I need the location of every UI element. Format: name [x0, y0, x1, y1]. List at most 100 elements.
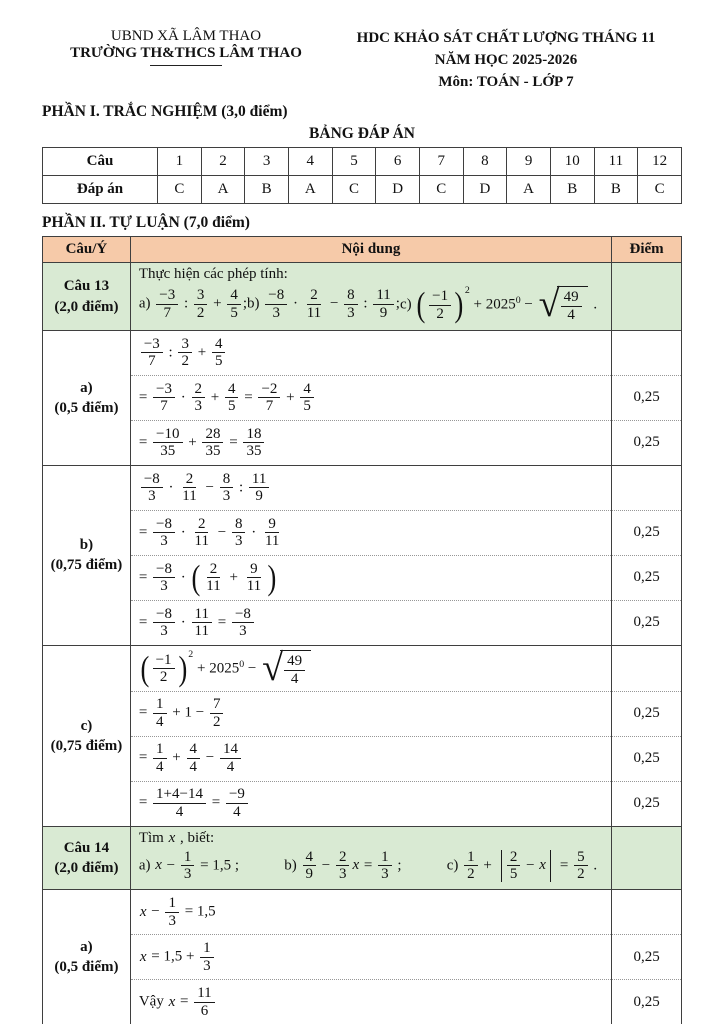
square-root: √ 49 4 [539, 285, 588, 324]
answer-question-number: 8 [462, 147, 508, 177]
fraction: −3 7 [156, 287, 179, 322]
question-row: Câu 13 (2,0 điểm) Thực hiện các phép tính:… [42, 262, 682, 331]
step-point [611, 889, 682, 935]
exponent: 0 [239, 658, 245, 670]
question-intro: Thực hiện các phép tính: [138, 266, 288, 283]
document-header: UBND XÃ LÂM THAO TRƯỜNG TH&THCS LÂM THAO… [42, 28, 682, 93]
solutions-table: Câu/Ý Nội dung Điểm Câu 13 (2,0 điểm) Thực… [42, 236, 682, 1024]
solution-step-row: Vậy x = 11 6 0,25 [43, 979, 682, 1024]
item-tag: a) [138, 296, 155, 313]
answer-question-number: 3 [244, 147, 289, 177]
fraction: 2 11 [206, 560, 221, 595]
step-tag: b) [79, 537, 94, 554]
step-points: (0,75 điểm) [50, 557, 123, 574]
answer-letter: C [331, 175, 377, 205]
step-point: 0,25 [611, 554, 682, 601]
question-intro: Tìm x , biết: [138, 829, 215, 846]
answer-letter: A [287, 175, 333, 205]
fraction: −1 2 [429, 288, 452, 323]
fraction: 49 4 [284, 653, 306, 688]
solution-step-row: = −8 3 · (2 11 + 9 11) 0,25 [43, 554, 682, 601]
fraction: 1+4−14 4 [153, 786, 206, 821]
big-parentheses: (−1 2) [140, 649, 187, 688]
answer-letter: D [375, 175, 420, 205]
answer-question-number: 4 [287, 147, 333, 177]
fraction: 9 11 [264, 515, 280, 550]
fraction: −8 3 [153, 516, 176, 551]
step-math: = −10 35 + 28 35 = 18 35 [131, 421, 611, 465]
solution-step-row: x = 1,5 + 1 3 0,25 [43, 934, 682, 980]
fraction: −3 7 [140, 336, 163, 371]
col-diem: Điểm [611, 236, 682, 264]
answer-question-number: 7 [418, 147, 464, 177]
question-label: Câu 13 (2,0 điểm) [42, 262, 131, 331]
answer-question-number: 9 [506, 147, 551, 177]
col-noi-dung: Nội dung [129, 236, 613, 264]
step-point: 0,25 [611, 419, 682, 466]
step-content: = 1+4−14 4 = −9 4 [129, 780, 613, 827]
answer-question-number: 5 [331, 147, 377, 177]
points-cell [611, 262, 682, 331]
fraction: 11 9 [248, 471, 270, 506]
step-points: (0,5 điểm) [54, 959, 119, 976]
step-point: 0,25 [611, 934, 682, 980]
step-math: = 1+4−14 4 = −9 4 [131, 782, 611, 826]
fraction: 2 11 [306, 287, 322, 322]
big-parentheses: (−1 2) [416, 285, 464, 325]
math-variable: x [139, 903, 147, 920]
answer-question-number: 10 [549, 147, 595, 177]
step-content: (−1 2) 2 + 20250 − √ 49 4 [129, 644, 613, 692]
fraction: 18 35 [243, 426, 265, 461]
answer-letter: B [244, 175, 289, 205]
step-point [611, 644, 682, 692]
fraction: 11 9 [373, 287, 394, 322]
step-content: = −8 3 · 11 11 = −8 3 [129, 599, 613, 646]
answer-letter: C [157, 175, 202, 205]
answer-row-label: Đáp án [42, 175, 158, 205]
item-tag: b) [247, 296, 264, 313]
answer-letter: C [637, 175, 682, 205]
question-number: Câu 13 [63, 278, 110, 295]
answer-question-number: 11 [593, 147, 639, 177]
header-rule [150, 65, 222, 66]
answer-letter: C [418, 175, 464, 205]
item-tag: c) [446, 857, 463, 874]
math-variable: x [168, 829, 176, 846]
step-point: 0,25 [611, 780, 682, 827]
exponent: 2 [464, 285, 470, 297]
step-group-label: a) (0,5 điểm) [42, 329, 131, 466]
